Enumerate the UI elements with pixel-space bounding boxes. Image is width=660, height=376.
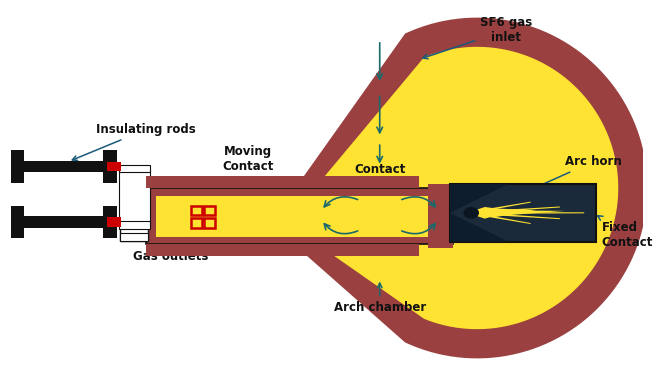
Bar <box>205 206 215 215</box>
Bar <box>191 206 201 215</box>
Ellipse shape <box>463 207 479 219</box>
Polygon shape <box>467 208 535 217</box>
Polygon shape <box>467 211 565 215</box>
Text: Moving
Contact: Moving Contact <box>222 145 274 184</box>
Polygon shape <box>307 47 618 329</box>
Bar <box>11 150 24 183</box>
Polygon shape <box>469 202 531 214</box>
Bar <box>107 162 121 171</box>
Bar <box>156 196 448 237</box>
Polygon shape <box>450 184 508 213</box>
Bar <box>146 244 418 256</box>
Polygon shape <box>467 207 512 219</box>
Text: SF6 gas
inlet: SF6 gas inlet <box>423 16 533 59</box>
Polygon shape <box>469 212 560 219</box>
Polygon shape <box>294 18 647 358</box>
Bar <box>18 216 110 228</box>
Text: Contact: Contact <box>354 163 405 176</box>
Bar <box>11 206 24 238</box>
Bar <box>18 161 110 173</box>
Text: Arc horn: Arc horn <box>510 155 622 199</box>
Text: Fixed
Contact: Fixed Contact <box>598 216 653 249</box>
Text: Arch chamber: Arch chamber <box>333 283 426 314</box>
Bar <box>119 165 150 173</box>
Bar <box>146 188 453 244</box>
Bar <box>119 192 148 241</box>
Bar <box>146 176 418 188</box>
Bar <box>119 192 148 200</box>
Bar <box>107 217 121 227</box>
Polygon shape <box>469 212 531 224</box>
Polygon shape <box>450 213 508 241</box>
Bar <box>428 184 453 249</box>
Bar <box>205 218 215 228</box>
Bar <box>119 221 150 229</box>
Polygon shape <box>469 212 584 214</box>
Bar <box>450 184 596 241</box>
Polygon shape <box>469 206 560 214</box>
Bar <box>103 150 117 183</box>
Text: Gas outlets: Gas outlets <box>133 229 208 263</box>
Text: Insulating rods: Insulating rods <box>73 123 196 161</box>
Bar <box>119 170 150 223</box>
Bar <box>119 233 148 241</box>
Bar <box>103 206 117 238</box>
Bar <box>191 218 201 228</box>
